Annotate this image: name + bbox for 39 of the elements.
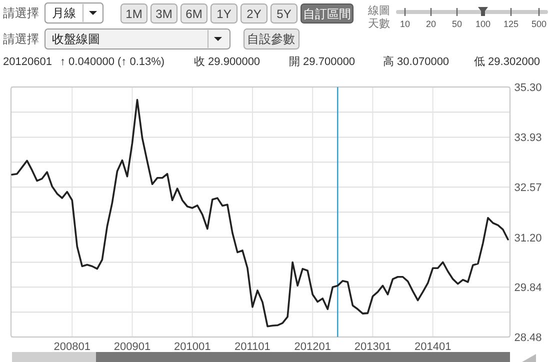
x-tick-label: 201001 bbox=[174, 341, 211, 353]
annotation: 自訂區間 bbox=[303, 7, 351, 21]
annotation: 自設參數 bbox=[247, 32, 295, 46]
annotation: 開 29.700000 bbox=[289, 56, 356, 68]
x-tick-label: 200901 bbox=[114, 341, 151, 353]
y-tick-label: 35.30 bbox=[514, 82, 542, 94]
annotation: 20 bbox=[426, 19, 436, 29]
annotation: 6M bbox=[186, 7, 202, 21]
x-tick-label: 201101 bbox=[234, 341, 270, 353]
annotation: 線圖 bbox=[368, 5, 390, 17]
annotation: ↑ 0.040000 (↑ 0.13%) bbox=[60, 56, 165, 68]
annotation: 10 bbox=[400, 19, 410, 29]
x-tick-label: 201301 bbox=[354, 341, 392, 353]
annotation: 高 30.070000 bbox=[383, 56, 450, 68]
x-tick-label: 201401 bbox=[414, 341, 452, 353]
annotation: 500 bbox=[531, 19, 547, 29]
annotation: 100 bbox=[475, 19, 491, 29]
annotation: 月線 bbox=[52, 6, 76, 20]
annotation: 請選擇 bbox=[3, 6, 39, 20]
annotation: 1M bbox=[126, 7, 142, 21]
annotation: 收盤線圖 bbox=[52, 32, 100, 46]
y-tick-label: 32.57 bbox=[514, 182, 542, 194]
annotation: 收 29.900000 bbox=[194, 56, 260, 68]
annotation: 20120601 bbox=[3, 56, 52, 68]
annotation: 5Y bbox=[276, 7, 292, 21]
y-tick-label: 29.84 bbox=[514, 282, 542, 294]
annotation: 50 bbox=[452, 19, 462, 29]
annotation: 2Y bbox=[246, 7, 262, 21]
annotation: 1Y bbox=[216, 7, 232, 21]
y-tick-label: 33.93 bbox=[514, 132, 542, 144]
annotation: 請選擇 bbox=[3, 32, 39, 46]
annotation: 天數 bbox=[368, 18, 390, 30]
x-tick-label: 200801 bbox=[54, 341, 90, 353]
y-tick-label: 28.48 bbox=[514, 332, 542, 344]
annotation: 125 bbox=[503, 19, 519, 29]
y-tick-label: 31.20 bbox=[514, 232, 542, 244]
x-tick-label: 201201 bbox=[294, 341, 331, 353]
annotation: 低 29.302000 bbox=[474, 56, 540, 68]
annotation: 3M bbox=[156, 7, 172, 21]
